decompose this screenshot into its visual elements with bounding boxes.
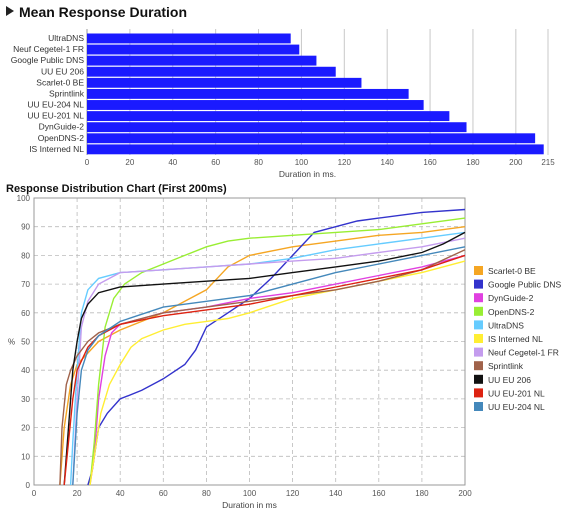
legend-label: Neuf Cegetel-1 FR — [488, 348, 559, 358]
bar — [87, 88, 409, 99]
line-x-tick-label: 40 — [116, 489, 125, 498]
line-x-tick-label: 200 — [458, 489, 472, 498]
line-series-google-public-dns — [87, 208, 466, 486]
bar-x-tick-label: 215 — [541, 158, 555, 167]
legend-swatch — [474, 361, 483, 371]
bar-x-tick-label: 0 — [85, 158, 90, 167]
line-x-axis-label: Duration in ms — [222, 500, 277, 510]
bar — [87, 44, 300, 55]
line-y-tick-label: 40 — [21, 366, 30, 375]
bar-category-label: OpenDNS-2 — [38, 133, 85, 143]
line-y-tick-label: 50 — [21, 338, 30, 347]
line-series-uu-eu-204-nl — [72, 246, 466, 486]
bar — [87, 66, 336, 77]
legend-swatch — [474, 266, 483, 275]
line-plot-frame — [33, 197, 466, 486]
line-series-scarlet-0-be — [59, 226, 466, 486]
legend-swatch — [474, 279, 483, 289]
bar-category-label: DynGuide-2 — [39, 122, 85, 132]
legend-label: UltraDNS — [488, 320, 524, 330]
legend-swatch — [474, 347, 483, 357]
line-x-tick-label: 140 — [329, 489, 343, 498]
legend-label: Scarlet-0 BE — [488, 266, 536, 276]
legend-label: Google Public DNS — [488, 280, 562, 290]
line-x-tick-label: 120 — [286, 489, 300, 498]
bar — [87, 133, 536, 144]
line-x-tick-label: 160 — [372, 489, 386, 498]
bar-category-label: UU EU 206 — [41, 66, 84, 76]
bar-x-tick-label: 120 — [338, 158, 352, 167]
bar-x-tick-label: 140 — [381, 158, 395, 167]
bar-chart-title-text: Mean Response Duration — [19, 4, 188, 20]
line-y-tick-label: 10 — [21, 452, 30, 461]
bar-category-label: UltraDNS — [48, 33, 84, 43]
line-series-neuf-cegetel-1-fr — [72, 237, 466, 486]
bar-category-label: Neuf Cegetel-1 FR — [13, 44, 84, 54]
legend-label: Sprintlink — [488, 361, 524, 371]
legend-swatch — [474, 320, 483, 330]
bar-x-tick-label: 160 — [423, 158, 437, 167]
legend-label: UU EU-201 NL — [488, 388, 545, 398]
line-x-tick-label: 60 — [159, 489, 168, 498]
line-y-tick-label: 30 — [21, 395, 30, 404]
legend-label: OpenDNS-2 — [488, 307, 535, 317]
mean-response-bar-chart: 0 20 40 60 80 100 120 140 160 180 200 215 UltraDNSNe… — [11, 29, 555, 179]
line-series-uu-eu-206 — [63, 231, 466, 486]
bar — [87, 55, 317, 66]
legend-label: UU EU 206 — [488, 375, 531, 385]
bar — [87, 122, 467, 133]
legend-swatch — [474, 306, 483, 316]
line-y-tick-label: 20 — [21, 424, 30, 433]
line-y-axis-label: % — [8, 338, 15, 347]
line-x-tick-label: 100 — [243, 489, 257, 498]
bar-chart-title: Mean Response Duration — [6, 4, 187, 20]
line-y-tick-label: 90 — [21, 223, 30, 232]
bar-x-tick-label: 20 — [125, 158, 134, 167]
response-distribution-line-chart: 0 20 40 60 80 100 120 140 160 180 200 0 10 20 30 40 50 60… — [8, 194, 562, 510]
bar-category-label: UU EU-201 NL — [27, 111, 84, 121]
bar-x-tick-label: 60 — [211, 158, 220, 167]
line-y-tick-label: 60 — [21, 309, 30, 318]
line-y-tick-label: 70 — [21, 280, 30, 289]
bar-x-axis-label: Duration in ms. — [279, 169, 336, 179]
line-y-tick-label: 100 — [17, 194, 31, 203]
line-y-tick-label: 80 — [21, 251, 30, 260]
line-x-tick-label: 0 — [32, 489, 37, 498]
bar — [87, 100, 424, 110]
line-x-tick-label: 180 — [415, 489, 429, 498]
legend-swatch — [474, 388, 483, 398]
line-series-sprintlink — [59, 249, 466, 486]
bar — [87, 144, 544, 155]
bar-category-label: Sprintlink — [49, 88, 85, 98]
line-series-opendns-2 — [89, 217, 466, 486]
line-x-tick-label: 20 — [73, 489, 82, 498]
bar-x-tick-label: 200 — [509, 158, 523, 167]
collapse-arrow-icon[interactable] — [6, 6, 14, 16]
legend-swatch — [474, 374, 483, 384]
line-y-tick-label: 0 — [26, 481, 31, 490]
legend-label: DynGuide-2 — [488, 293, 534, 303]
bar-category-label: IS Interned NL — [29, 144, 84, 154]
line-series-uu-eu-201-nl — [63, 254, 466, 486]
bar-x-tick-label: 180 — [466, 158, 480, 167]
line-x-tick-label: 80 — [202, 489, 211, 498]
bar — [87, 111, 450, 122]
bar-x-tick-label: 40 — [168, 158, 177, 167]
legend-swatch — [474, 334, 483, 343]
line-chart-title: Response Distribution Chart (First 200ms… — [6, 183, 227, 195]
bar-x-tick-label: 80 — [254, 158, 263, 167]
bar-x-tick-label: 100 — [295, 158, 309, 167]
legend-label: IS Interned NL — [488, 334, 543, 344]
legend-swatch — [474, 293, 483, 303]
bar — [87, 33, 291, 44]
bar-category-label: Scarlet-0 BE — [36, 77, 84, 87]
bar-category-label: UU EU-204 NL — [27, 100, 84, 110]
legend-label: UU EU-204 NL — [488, 402, 545, 412]
bar — [87, 77, 362, 88]
bar-category-label: Google Public DNS — [11, 55, 85, 65]
legend-swatch — [474, 402, 483, 411]
